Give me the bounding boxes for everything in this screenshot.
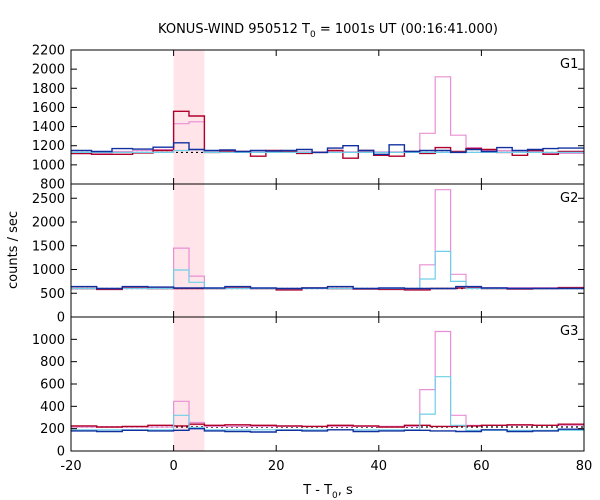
- series-bg-dark-line: [71, 285, 584, 290]
- panel-frame: [70, 183, 585, 318]
- series-bg-dark-line: [71, 142, 584, 155]
- x-tick-label: -20: [60, 459, 81, 474]
- series-bg-light-line: [71, 250, 584, 290]
- y-axis-label: counts / sec: [6, 211, 21, 289]
- y-tick-label: 1000: [32, 158, 65, 173]
- x-tick-label: 40: [371, 459, 388, 474]
- panel-frame: [70, 49, 585, 185]
- y-tick-label: 200: [40, 422, 65, 437]
- panel-label-g2: G2: [560, 191, 578, 206]
- y-tick-label: 1400: [32, 120, 65, 135]
- series-fg-light-line: [71, 76, 584, 155]
- plot-area: 8001000120014001600180020002200G10500100…: [32, 44, 592, 475]
- panel-g1: 800 1000 1200 1400 1600 1800 2000 2200 G1: [32, 44, 585, 193]
- chart-title-subscript: 0: [310, 30, 316, 40]
- y-tick-label: 0: [57, 445, 65, 460]
- x-tick-label: 60: [473, 459, 490, 474]
- x-tick-label: 20: [268, 459, 285, 474]
- x-axis-label-rest: , s: [338, 483, 353, 498]
- y-tick-label: 1800: [32, 82, 65, 97]
- y-tick-label: 500: [40, 287, 65, 302]
- y-tick-label: 400: [40, 400, 65, 415]
- series-bg-dark-line: [71, 428, 584, 433]
- y-tick-label: 2500: [32, 192, 65, 207]
- panel-g3: 0 200 400 600 800 1000 G3: [32, 316, 585, 460]
- y-tick-label: 600: [40, 378, 65, 393]
- y-tick-label: 1000: [32, 263, 65, 278]
- series-bg-light-line: [71, 376, 585, 431]
- panel-g2: 0 500 1000 1500 2000 2500 G2: [32, 183, 585, 326]
- series-fg-light-line: [71, 330, 585, 428]
- y-tick-label: 1500: [32, 239, 65, 254]
- x-axis-label-main: T - T: [302, 483, 332, 498]
- highlight-interval: [173, 50, 205, 184]
- series-fg-dark-line: [71, 423, 584, 428]
- x-tick-label: 80: [576, 459, 593, 474]
- y-tick-label: 800: [40, 355, 65, 370]
- panel-label-g3: G3: [560, 324, 578, 339]
- x-axis-label-subscript: 0: [332, 491, 338, 500]
- y-tick-label: 1200: [32, 139, 65, 154]
- chart-title: KONUS-WIND 950512 T0 = 1001s UT (00:16:4…: [158, 22, 498, 40]
- y-tick-label: 1600: [32, 101, 65, 116]
- x-axis-label: T - T0, s: [302, 483, 353, 500]
- x-tick-label: 0: [169, 459, 177, 474]
- y-tick-label: 2000: [32, 63, 65, 78]
- y-tick-label: 1000: [32, 333, 65, 348]
- y-tick-label: 0: [57, 311, 65, 326]
- y-tick-label: 800: [40, 178, 65, 193]
- y-tick-label: 2200: [32, 44, 65, 59]
- y-tick-label: 2000: [32, 216, 65, 231]
- chart-title-rest: = 1001s UT (00:16:41.000): [316, 22, 498, 37]
- panel-label-g1: G1: [560, 57, 578, 72]
- chart-title-main: KONUS-WIND 950512 T: [158, 22, 310, 37]
- series-fg-light-line: [71, 189, 585, 290]
